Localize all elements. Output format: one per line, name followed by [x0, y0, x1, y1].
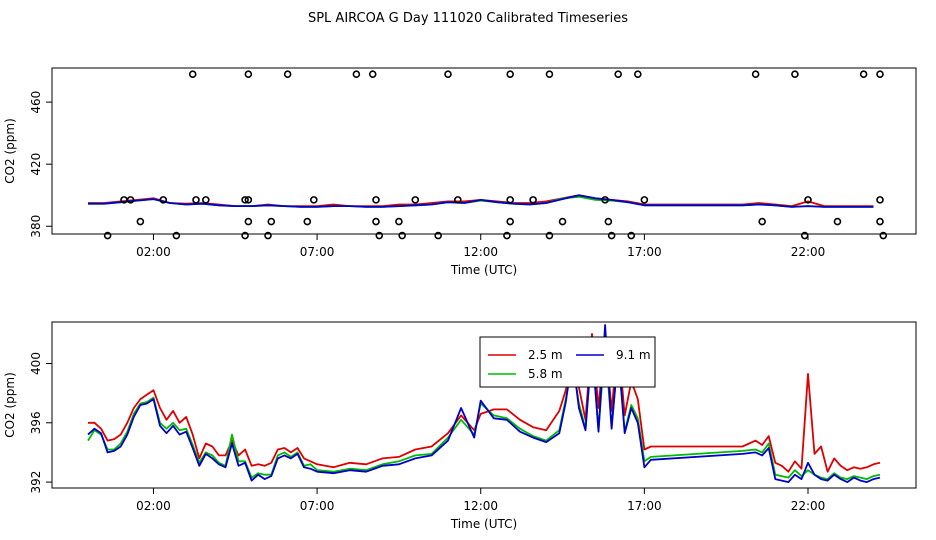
flag-point — [604, 217, 613, 226]
plot-frame — [51, 67, 917, 235]
flag-point — [791, 70, 799, 79]
flag-point — [103, 231, 112, 240]
flag-point — [398, 231, 406, 240]
flag-point — [506, 217, 514, 226]
flag-point — [136, 217, 145, 226]
flag-point — [352, 70, 361, 79]
flag-point — [444, 70, 452, 79]
flag-point — [244, 70, 253, 79]
legend-label: 9.1 m — [616, 348, 651, 362]
y-tick-label: 420 — [29, 153, 43, 176]
flag-point — [202, 196, 210, 204]
flag-point — [241, 231, 249, 240]
x-tick-label: 07:00 — [300, 245, 335, 259]
figure-title: SPL AIRCOA G Day 111020 Calibrated Times… — [308, 11, 628, 26]
x-tick-label: 02:00 — [136, 245, 171, 259]
x-axis-title: Time (UTC) — [450, 517, 517, 531]
flag-point — [372, 217, 380, 226]
x-tick-label: 22:00 — [791, 499, 826, 513]
x-axis-title: Time (UTC) — [450, 263, 517, 277]
legend-label: 5.8 m — [528, 367, 563, 381]
flag-point — [241, 196, 249, 204]
flag-point — [434, 231, 442, 240]
flag-point — [159, 196, 168, 204]
flag-point — [640, 196, 649, 204]
plot-frame — [51, 321, 917, 489]
x-tick-label: 17:00 — [627, 499, 662, 513]
legend: 2.5 m 5.8 m 9.1 m — [479, 336, 656, 388]
flag-point — [188, 70, 197, 79]
flag-point — [192, 196, 200, 204]
x-tick-label: 07:00 — [300, 499, 335, 513]
panel-bottom: 02:00 07:00 12:00 17:00 22:00 392 396 400 Time (… — [3, 321, 917, 531]
flag-point — [310, 196, 318, 204]
flag-point — [859, 70, 868, 79]
y-tick-label: 380 — [29, 215, 43, 238]
flag-point — [506, 196, 514, 204]
x-tick-label: 22:00 — [791, 245, 826, 259]
flag-point — [876, 70, 884, 79]
x-tick-label: 02:00 — [136, 499, 171, 513]
flag-point — [244, 196, 253, 204]
y-axis-title: CO2 (ppm) — [3, 118, 17, 184]
flag-point — [283, 70, 292, 79]
flag-point — [368, 70, 377, 79]
series-line-9-1-m — [87, 324, 881, 484]
flag-point — [395, 217, 403, 226]
flag-point — [267, 217, 276, 226]
flag-point — [503, 231, 511, 240]
flag-point — [375, 231, 384, 240]
flag-point — [607, 231, 616, 240]
flag-point — [601, 196, 609, 204]
flag-point — [454, 196, 462, 204]
flag-point — [876, 196, 884, 204]
flag-point — [372, 196, 380, 204]
y-tick-label: 392 — [29, 471, 43, 494]
flag-point — [303, 217, 312, 226]
flag-point — [244, 217, 253, 226]
y-tick-label: 396 — [29, 411, 43, 434]
flag-point — [545, 231, 554, 240]
flag-point — [833, 217, 842, 226]
flag-point — [614, 70, 622, 79]
legend-box — [479, 336, 656, 388]
flag-point — [411, 196, 420, 204]
y-tick-label: 460 — [29, 91, 43, 114]
y-axis-title: CO2 (ppm) — [3, 372, 17, 438]
flag-point — [506, 70, 514, 79]
series-line-5-8-m — [87, 343, 881, 481]
y-tick-label: 400 — [29, 352, 43, 375]
flag-point — [804, 196, 812, 204]
x-tick-label: 12:00 — [463, 499, 498, 513]
panel-top: 02:00 07:00 12:00 17:00 22:00 380 420 460 Time (… — [3, 67, 917, 277]
flag-point — [634, 70, 642, 79]
flag-point — [758, 217, 766, 226]
flag-point — [529, 196, 537, 204]
flag-point — [751, 70, 760, 79]
flag-point — [264, 231, 272, 240]
flag-point — [558, 217, 567, 226]
flag-point — [126, 196, 135, 204]
flag-point — [800, 231, 809, 240]
x-tick-label: 17:00 — [627, 245, 662, 259]
legend-label: 2.5 m — [528, 348, 563, 362]
flag-point — [545, 70, 554, 79]
series-line-9-1-m — [88, 194, 874, 208]
x-tick-label: 12:00 — [463, 245, 498, 259]
flag-point — [876, 217, 884, 226]
flag-point — [172, 231, 181, 240]
flag-point — [627, 231, 636, 240]
flag-point — [879, 231, 888, 240]
